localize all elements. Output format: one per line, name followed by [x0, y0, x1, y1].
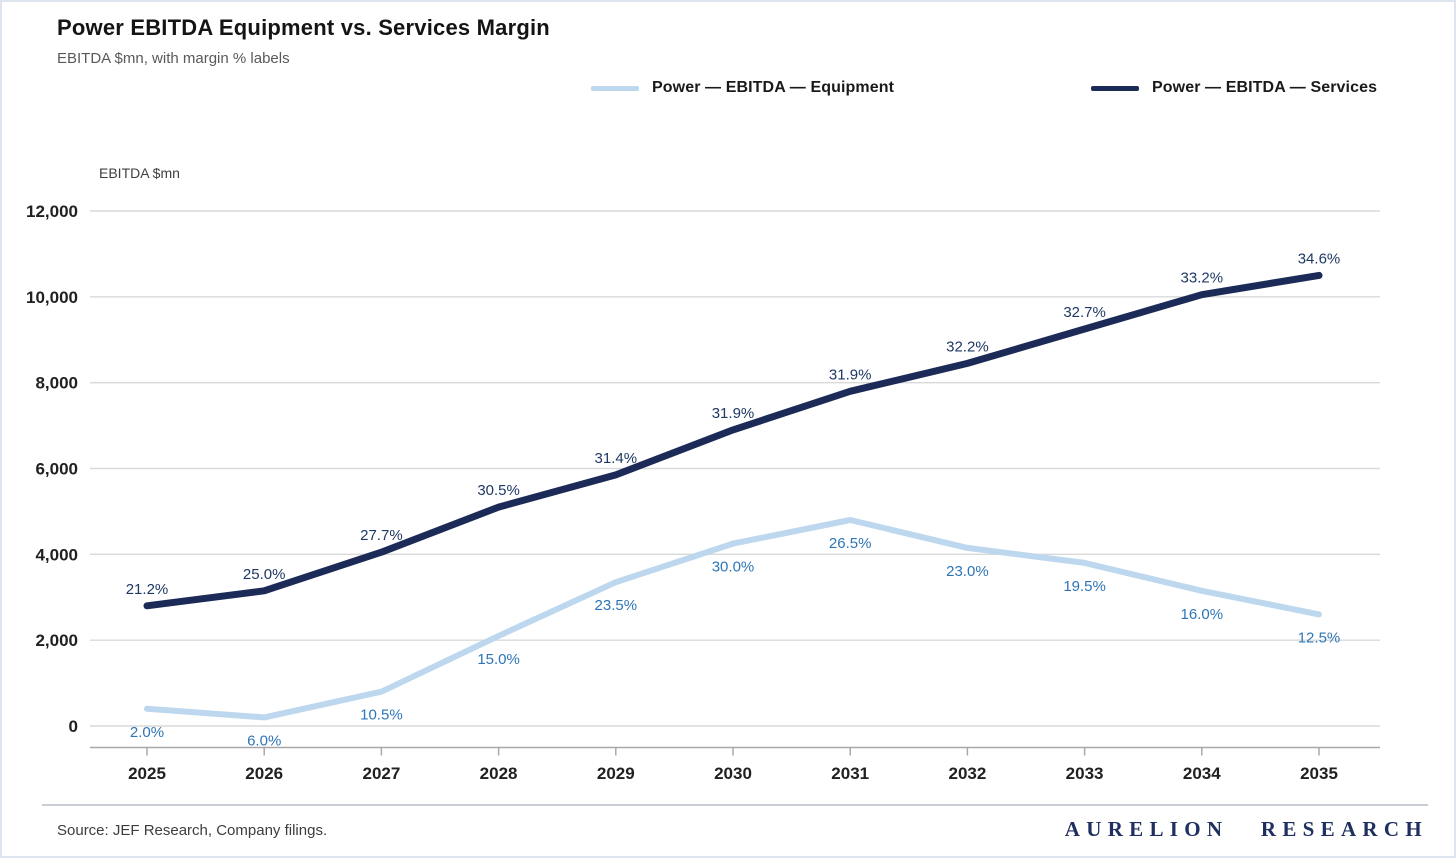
x-axis-tick-label: 2025 [128, 764, 166, 783]
margin-label-equipment: 23.5% [595, 597, 638, 614]
margin-label-equipment: 16.0% [1181, 606, 1224, 623]
margin-label-services: 34.6% [1298, 250, 1341, 267]
margin-label-services: 31.9% [712, 405, 755, 422]
margin-label-services: 27.7% [360, 527, 403, 544]
page-subtitle: EBITDA $mn, with margin % labels [57, 50, 290, 67]
margin-label-services: 33.2% [1181, 270, 1224, 287]
series-line-equipment [144, 517, 1322, 721]
y-axis-tick-label: 10,000 [26, 288, 78, 307]
brand-logo: AURELION RESEARCH [1064, 817, 1428, 841]
x-axis-tick-label: 2030 [714, 764, 752, 783]
margin-label-equipment: 23.0% [946, 563, 989, 580]
margin-label-services: 31.9% [829, 366, 872, 383]
margin-label-services: 32.2% [946, 338, 989, 355]
margin-label-equipment: 15.0% [477, 651, 520, 668]
footer-divider [42, 804, 1428, 806]
page-title: Power EBITDA Equipment vs. Services Marg… [57, 15, 550, 40]
legend-item-services: Power — EBITDA — Services [1091, 78, 1377, 98]
y-axis-tick-label: 0 [69, 717, 78, 736]
x-axis-tick-label: 2028 [480, 764, 518, 783]
legend-swatch-equipment [591, 85, 639, 91]
x-axis-tick-label: 2033 [1066, 764, 1104, 783]
x-axis-tick-label: 2026 [245, 764, 283, 783]
margin-label-services: 31.4% [595, 450, 638, 467]
x-axis-tick-label: 2031 [831, 764, 869, 783]
x-axis-tick-label: 2034 [1183, 764, 1221, 783]
y-axis-tick-label: 12,000 [26, 202, 78, 221]
series-line-services [143, 271, 1323, 610]
x-axis-tick-label: 2027 [362, 764, 400, 783]
margin-label-equipment: 2.0% [130, 724, 164, 741]
margin-label-services: 25.0% [243, 566, 286, 583]
margin-label-equipment: 30.0% [712, 559, 755, 576]
margin-label-services: 32.7% [1063, 304, 1106, 321]
y-axis-tick-label: 4,000 [35, 545, 78, 564]
y-axis-tick-label: 6,000 [35, 460, 78, 479]
x-axis-tick-label: 2032 [948, 764, 986, 783]
x-axis-tick-label: 2029 [597, 764, 635, 783]
y-axis-tick-label: 8,000 [35, 374, 78, 393]
legend-item-equipment: Power — EBITDA — Equipment [591, 78, 894, 98]
margin-label-equipment: 26.5% [829, 535, 872, 552]
margin-label-services: 21.2% [126, 581, 169, 598]
y-axis-title: EBITDA $mn [99, 165, 180, 181]
legend-label-equipment: Power — EBITDA — Equipment [652, 79, 895, 96]
x-axis-tick-label: 2035 [1300, 764, 1338, 783]
legend-label-services: Power — EBITDA — Services [1152, 79, 1378, 96]
margin-label-equipment: 19.5% [1063, 578, 1106, 595]
margin-label-services: 30.5% [477, 482, 520, 499]
y-axis-tick-label: 2,000 [35, 631, 78, 650]
legend-swatch-services [1091, 85, 1139, 91]
margin-label-equipment: 6.0% [247, 732, 281, 749]
source-note: Source: JEF Research, Company filings. [57, 822, 328, 839]
margin-label-equipment: 10.5% [360, 707, 403, 724]
margin-label-equipment: 12.5% [1298, 629, 1341, 646]
